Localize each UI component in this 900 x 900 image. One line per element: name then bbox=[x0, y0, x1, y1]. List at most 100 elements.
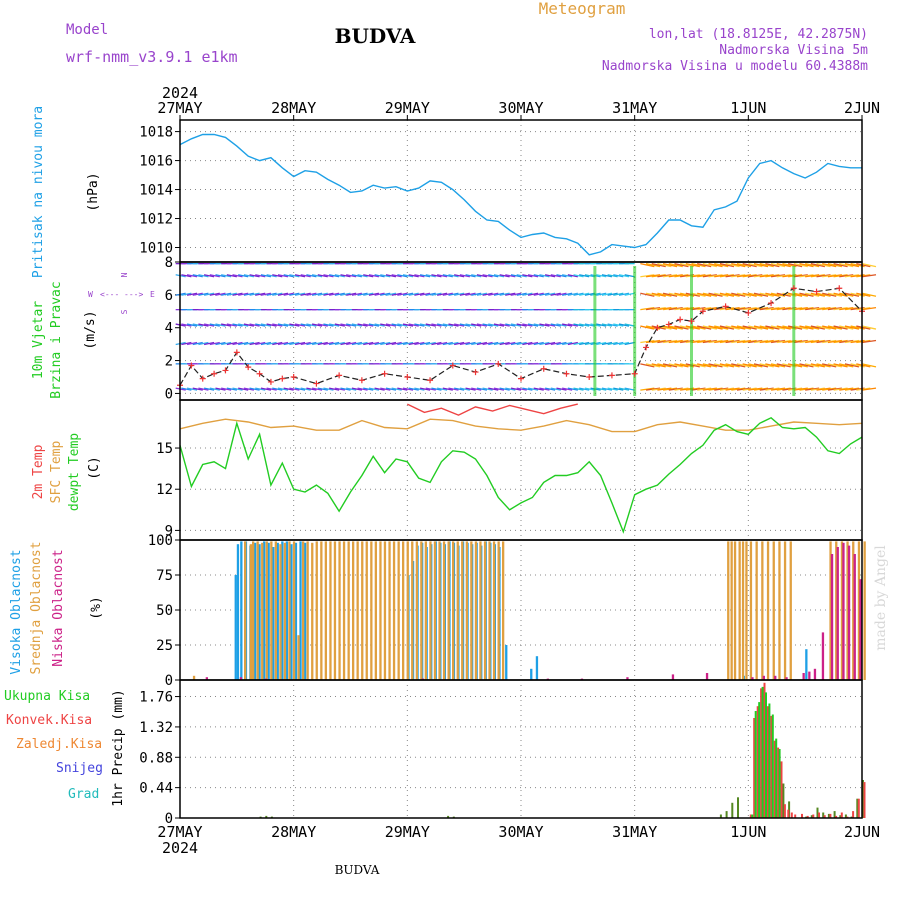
wind-arrow bbox=[562, 274, 573, 278]
wind-speed-point bbox=[381, 370, 388, 377]
cloud-bar bbox=[388, 541, 391, 680]
wind-arrow bbox=[697, 387, 712, 391]
cloud-bar bbox=[374, 541, 377, 680]
wind-arrow bbox=[260, 323, 272, 327]
cloud-bar bbox=[406, 541, 409, 680]
wind-arrow bbox=[765, 325, 780, 330]
wind-arrow bbox=[544, 274, 556, 278]
cloud-bar bbox=[502, 541, 505, 680]
wind-arrow bbox=[226, 274, 237, 278]
wind-arrow bbox=[448, 292, 459, 296]
wind-arrow bbox=[725, 325, 740, 330]
wind-arrow bbox=[232, 341, 243, 346]
wind-arrow bbox=[368, 292, 380, 296]
cloud-bar bbox=[783, 541, 787, 680]
wind-arrow bbox=[697, 292, 712, 297]
wind-arrow bbox=[556, 341, 567, 346]
cloud-bar bbox=[420, 541, 423, 680]
wind-arrow bbox=[209, 274, 220, 278]
wind-arrow bbox=[323, 341, 334, 346]
wind-arrow bbox=[748, 387, 763, 391]
wind-arrow bbox=[702, 387, 717, 391]
wind-arrow bbox=[522, 292, 533, 296]
wind-arrow bbox=[198, 274, 209, 278]
wind-arrow bbox=[442, 292, 453, 296]
precip-bar bbox=[812, 814, 815, 818]
wind-arrow bbox=[249, 292, 260, 296]
wind-arrow bbox=[419, 292, 431, 296]
wind-arrow bbox=[465, 341, 476, 346]
precip-frozen-label: Zaledj.Kisa bbox=[16, 737, 102, 752]
precip-bar bbox=[768, 703, 771, 818]
wind-arrow bbox=[459, 292, 470, 296]
cloud-bar bbox=[270, 541, 273, 680]
wind-arrow bbox=[810, 306, 825, 311]
wind-arrow bbox=[844, 387, 860, 391]
cloud-bar bbox=[302, 541, 305, 680]
wind-arrow bbox=[613, 292, 624, 296]
wind-arrow bbox=[770, 387, 786, 391]
wind-arrow bbox=[668, 339, 683, 344]
wind-speed-point bbox=[677, 316, 684, 323]
wind-arrow bbox=[203, 341, 215, 346]
wind-arrow bbox=[329, 274, 340, 278]
wind-arrow bbox=[510, 274, 522, 278]
wind-arrow bbox=[300, 323, 311, 327]
wind-arrow bbox=[651, 306, 666, 311]
wind-arrow bbox=[334, 341, 345, 346]
y-tick-label: 0 bbox=[165, 673, 173, 689]
wind-arrow bbox=[306, 274, 317, 278]
wind-arrow bbox=[674, 339, 689, 344]
wind-arrow bbox=[805, 306, 820, 311]
wind-arrow bbox=[844, 363, 860, 368]
wind-arrow bbox=[510, 292, 522, 296]
cloud-bar bbox=[429, 541, 432, 680]
y-tick-label: 8 bbox=[165, 255, 173, 271]
wind-arrow bbox=[657, 306, 672, 311]
wind-arrow bbox=[856, 339, 871, 344]
wind-arrow bbox=[748, 363, 763, 368]
wind-arrow bbox=[839, 274, 854, 278]
wind-arrow bbox=[436, 323, 448, 327]
wind-arrow bbox=[562, 292, 573, 296]
wind-arrow bbox=[613, 323, 624, 327]
wind-arrow bbox=[861, 387, 877, 391]
temperature-line bbox=[406, 403, 578, 416]
cloud-bar bbox=[447, 541, 450, 680]
wind-arrow bbox=[691, 387, 706, 391]
wind-arrow bbox=[357, 387, 368, 391]
wind-arrow bbox=[651, 363, 666, 368]
wind-arrow bbox=[277, 387, 289, 391]
wind-arrow bbox=[442, 387, 453, 391]
year-top: 2024 bbox=[162, 84, 198, 102]
wind-arrow bbox=[493, 341, 505, 346]
wind-arrow bbox=[810, 339, 825, 344]
wind-arrow bbox=[697, 274, 712, 278]
wind-speed-point bbox=[745, 309, 752, 316]
wind-arrow bbox=[402, 274, 414, 278]
precip-bar bbox=[761, 686, 764, 818]
wind-arrow bbox=[833, 325, 848, 330]
wind-speed-point bbox=[256, 370, 263, 377]
compass-n: N bbox=[120, 272, 129, 277]
compass-arrow-right: ---> bbox=[124, 290, 143, 299]
wind-arrow bbox=[317, 292, 328, 296]
wind-arrow bbox=[419, 323, 431, 327]
wind-arrow bbox=[645, 387, 661, 391]
cloud-bar bbox=[338, 541, 341, 680]
wind-arrow bbox=[311, 323, 323, 327]
wind-arrow bbox=[283, 323, 294, 327]
wind-arrow bbox=[759, 339, 774, 344]
wind-arrow bbox=[645, 292, 661, 297]
wind-arrow bbox=[651, 339, 666, 344]
wind-arrow bbox=[340, 341, 351, 346]
precip-bar bbox=[787, 809, 790, 818]
wind-arrow bbox=[232, 323, 243, 327]
wind-arrow bbox=[266, 274, 277, 278]
wind-arrow bbox=[742, 306, 757, 311]
wind-arrow bbox=[431, 387, 442, 391]
wind-arrow bbox=[442, 274, 453, 278]
wind-arrow bbox=[753, 263, 769, 268]
wind-arrow bbox=[550, 292, 561, 296]
cloud-bar bbox=[842, 542, 845, 680]
